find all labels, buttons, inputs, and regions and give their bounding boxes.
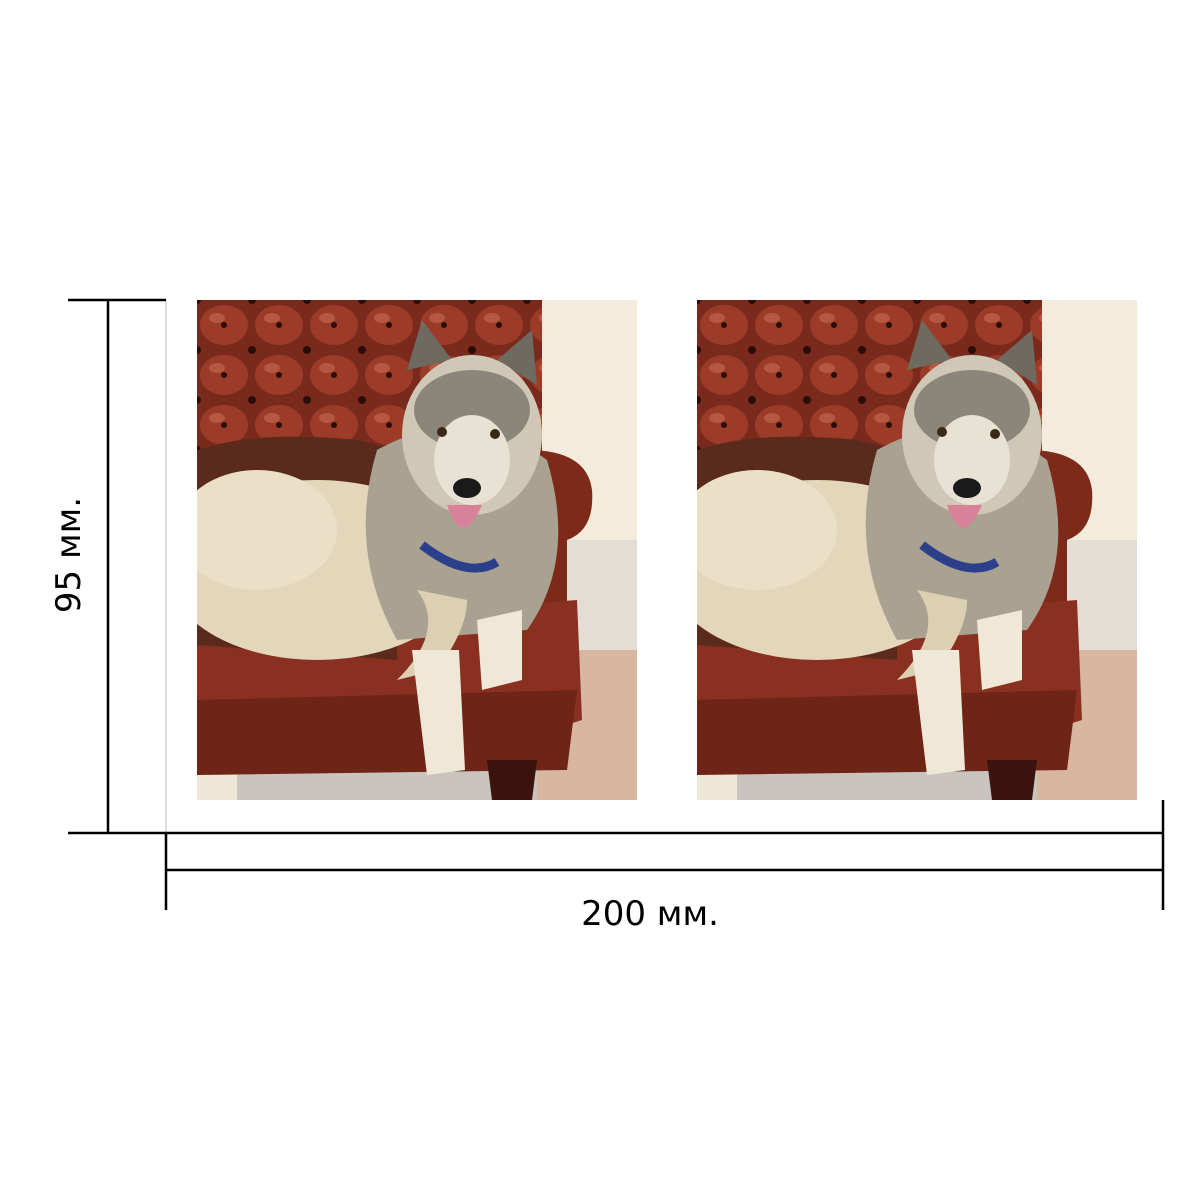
height-label: 95 мм. — [49, 497, 89, 613]
product-photo — [167, 300, 637, 800]
width-label: 200 мм. — [581, 894, 719, 934]
product-photo — [667, 300, 1137, 800]
